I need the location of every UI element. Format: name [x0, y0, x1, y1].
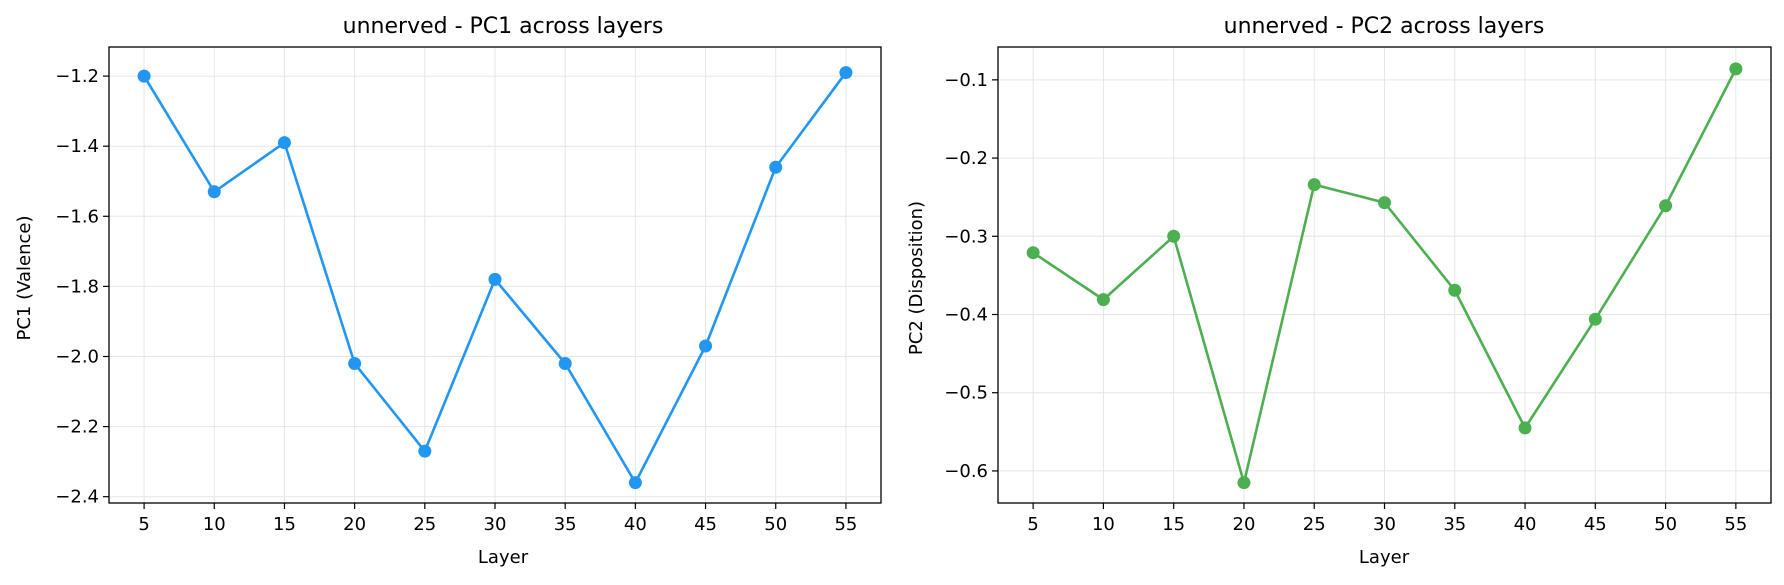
y-axis-ticks: −0.1 −0.2 −0.3 −0.4 −0.5 −0.6	[944, 70, 998, 482]
chart-title: unnerved - PC2 across layers	[1224, 14, 1545, 39]
y-tick-label: −0.1	[944, 70, 988, 91]
plot-frame	[997, 46, 1772, 504]
data-point	[1307, 178, 1321, 192]
data-point	[769, 160, 783, 174]
x-tick-label: 35	[554, 514, 577, 535]
y-tick-label: −1.2	[55, 66, 99, 87]
y-tick-label: −0.2	[944, 148, 988, 169]
data-point	[418, 444, 432, 458]
chart-panel-pc1: unnerved - PC1 across layers Layer PC1 (…	[14, 14, 882, 568]
y-tick-label: −1.8	[55, 276, 99, 297]
x-tick-label: 45	[694, 514, 717, 535]
x-tick-label: 10	[203, 514, 226, 535]
x-tick-label: 50	[1654, 514, 1677, 535]
y-tick-label: −2.0	[55, 346, 99, 367]
y-axis-ticks: −1.2 −1.4 −1.6 −1.8 −2.0 −2.2 −2.4	[55, 66, 109, 508]
data-point	[1096, 293, 1110, 307]
y-tick-label: −0.5	[944, 383, 988, 404]
data-point	[1588, 312, 1602, 326]
data-point	[1659, 199, 1673, 213]
x-tick-label: 15	[1162, 514, 1185, 535]
x-tick-label: 5	[1027, 514, 1038, 535]
x-tick-label: 40	[1514, 514, 1537, 535]
data-point	[628, 476, 642, 490]
x-tick-label: 35	[1443, 514, 1466, 535]
data-point	[1237, 476, 1251, 490]
data-point	[1167, 229, 1181, 243]
x-tick-label: 10	[1092, 514, 1115, 535]
x-tick-label: 20	[343, 514, 366, 535]
x-tick-label: 20	[1233, 514, 1256, 535]
grid	[109, 47, 881, 503]
chart-title: unnerved - PC1 across layers	[343, 14, 664, 39]
x-tick-label: 55	[834, 514, 857, 535]
data-point	[137, 69, 151, 83]
x-tick-label: 25	[1303, 514, 1326, 535]
x-tick-label: 25	[413, 514, 436, 535]
y-tick-label: −0.6	[944, 461, 988, 482]
y-tick-label: −0.3	[944, 226, 988, 247]
data-point	[277, 136, 291, 150]
chart-panel-pc2: unnerved - PC2 across layers Layer PC2 (…	[906, 14, 1772, 568]
y-tick-label: −0.4	[944, 304, 988, 325]
data-point	[1518, 421, 1532, 435]
data-point	[1448, 283, 1462, 297]
x-tick-label: 5	[138, 514, 149, 535]
x-axis-label: Layer	[1359, 547, 1410, 568]
y-tick-label: −2.2	[55, 417, 99, 438]
x-axis-ticks: 5 10 15 20 25 30 35 40 45 50 55	[1027, 503, 1747, 535]
y-tick-label: −1.6	[55, 206, 99, 227]
data-point	[348, 357, 362, 371]
x-tick-label: 55	[1724, 514, 1747, 535]
x-axis-label: Layer	[478, 547, 529, 568]
data-point	[558, 357, 572, 371]
y-axis-label: PC1 (Valence)	[14, 215, 35, 340]
data-point	[488, 272, 502, 286]
y-tick-label: −2.4	[55, 487, 99, 508]
data-point	[1729, 62, 1743, 76]
y-tick-label: −1.4	[55, 136, 99, 157]
data-point	[1378, 196, 1391, 210]
data-point	[699, 339, 713, 353]
x-tick-label: 45	[1584, 514, 1607, 535]
x-axis-ticks: 5 10 15 20 25 30 35 40 45 50 55	[138, 503, 857, 535]
x-tick-label: 30	[1373, 514, 1396, 535]
x-tick-label: 15	[273, 514, 296, 535]
x-tick-label: 40	[624, 514, 647, 535]
grid	[998, 47, 1771, 503]
y-axis-label: PC2 (Disposition)	[906, 201, 927, 355]
data-point	[839, 66, 853, 80]
x-tick-label: 30	[484, 514, 507, 535]
x-tick-label: 50	[764, 514, 787, 535]
data-point	[207, 185, 221, 199]
plot-frame	[108, 46, 882, 504]
data-point	[1026, 246, 1040, 260]
